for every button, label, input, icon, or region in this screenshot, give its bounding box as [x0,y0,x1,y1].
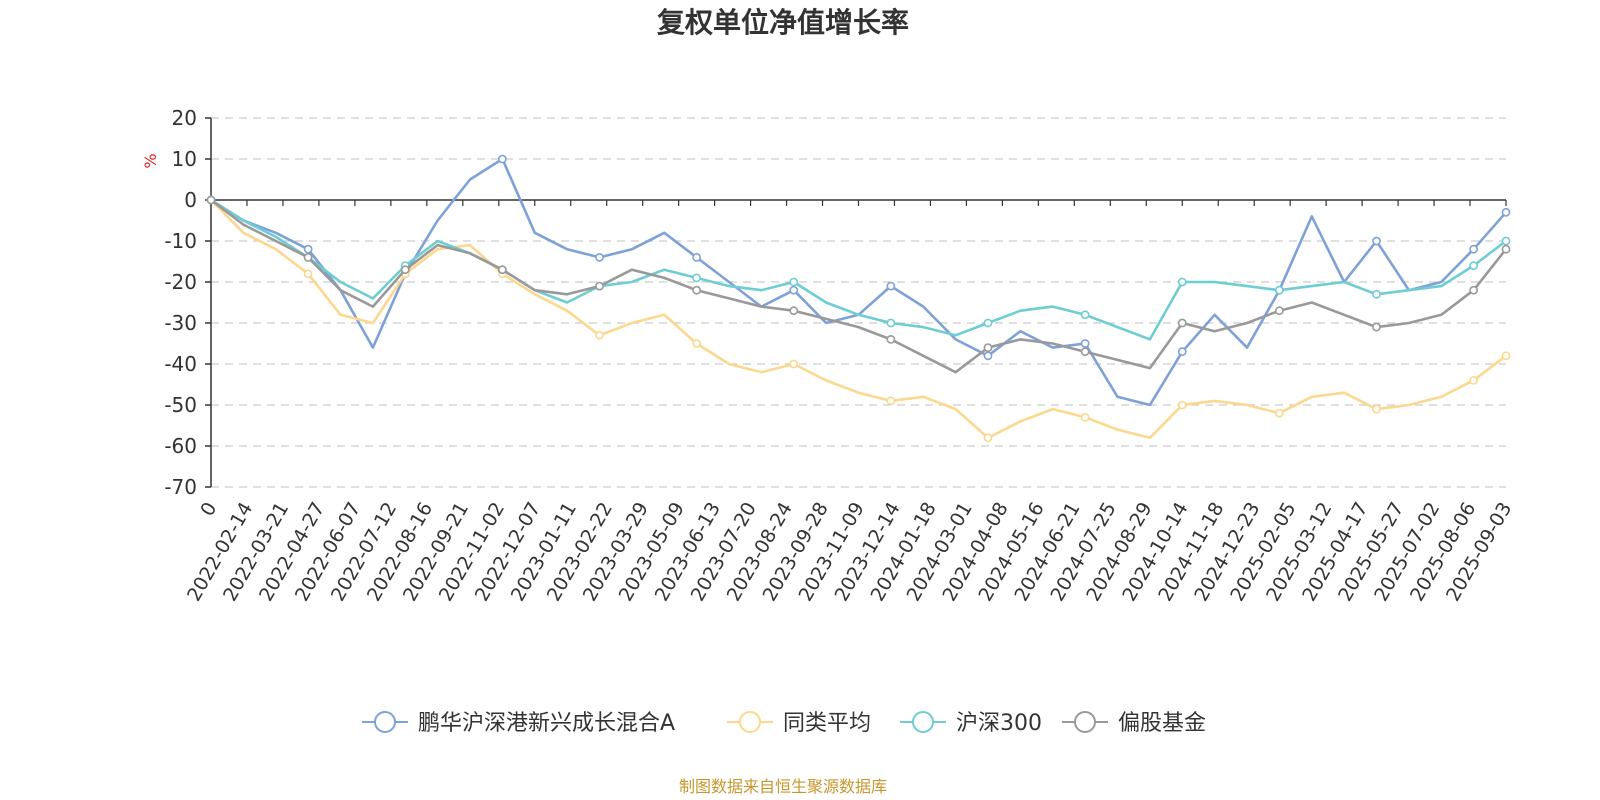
series-point [886,281,896,291]
y-tick-label: 20 [172,106,197,130]
series-point [497,265,507,275]
y-tick-label: -40 [164,352,197,376]
series-point [692,273,702,283]
series-point [983,343,993,352]
series-point [1274,285,1284,295]
series-point [1501,351,1511,361]
x-axis: 02022-02-142022-03-212022-04-272022-06-0… [183,199,1516,605]
series-point [983,433,993,443]
series-point [886,334,896,344]
legend-label: 偏股基金 [1118,711,1206,736]
series-line-3 [210,198,1508,374]
series-point [595,281,604,291]
legend-item-1[interactable]: 同类平均 [727,711,871,736]
series-point [1469,261,1479,270]
series-point [983,318,993,328]
legend-marker [912,711,934,733]
series-point [303,269,313,279]
legend-label: 沪深300 [956,711,1042,736]
series-point [1080,412,1090,422]
series-point [303,244,313,254]
legend-item-3[interactable]: 偏股基金 [1062,711,1206,736]
series-point [789,285,799,295]
source-note: 制图数据来自恒生聚源数据库 [679,777,887,796]
y-tick-label: -30 [164,311,197,335]
series-point [1501,207,1511,217]
series-point [886,318,896,328]
series-point [1274,408,1284,418]
legend-marker [374,711,396,733]
chart-title: 复权单位净值增长率 [657,6,909,39]
legend-label: 同类平均 [783,711,871,736]
y-tick-label: -20 [164,270,197,294]
series-point [1177,277,1187,287]
series-point [1177,318,1187,328]
series-point [303,252,313,262]
series-point [1372,322,1381,332]
y-tick-label: -10 [164,229,197,253]
series-group [206,154,1511,443]
series-point [1177,347,1187,357]
series-point [789,306,799,316]
series-point [886,396,896,406]
series-point [206,195,216,205]
series-point [497,154,507,164]
legend-label: 鹏华沪深港新兴成长混合A [418,711,675,736]
series-point [1372,236,1381,246]
series-point [692,252,702,262]
series-point [595,330,604,340]
series-point [789,359,799,369]
series-point [1469,244,1479,254]
series-point [595,252,604,262]
series-point [789,277,799,287]
legend-marker [739,711,761,733]
y-tick-label: 10 [172,147,197,171]
series-point [1274,306,1284,316]
grid-lines [211,117,1506,488]
series-point [983,351,993,361]
series-point [1372,404,1381,414]
series-point [1501,236,1511,246]
series-point [1177,400,1187,410]
legend-item-2[interactable]: 沪深300 [900,711,1042,736]
series-line-1 [210,199,1507,440]
y-tick-label: 0 [184,188,197,212]
series-point [1080,310,1090,320]
series-point [1501,244,1511,254]
legend-item-0[interactable]: 鹏华沪深港新兴成长混合A [362,711,675,736]
y-tick-label: -70 [164,475,197,499]
series-line-2 [210,198,1507,341]
series-point [1080,347,1090,357]
series-point [692,285,702,295]
y-tick-label: -50 [164,393,197,417]
series-point [1080,339,1090,348]
series-point [1469,375,1479,385]
y-axis: 20 10 0 -10 -20 -30 -40 -50 -60 -70 [164,106,212,499]
legend-marker [1074,711,1096,733]
series-point [400,265,410,275]
x-tick-label: 0 [196,499,221,520]
series-point [1372,289,1381,299]
y-axis-unit: % [141,153,160,168]
series-point [692,339,702,348]
y-tick-label: -60 [164,434,197,458]
series-point [1469,285,1479,295]
legend[interactable]: 鹏华沪深港新兴成长混合A 同类平均 沪深300 偏股基金 [362,711,1206,736]
